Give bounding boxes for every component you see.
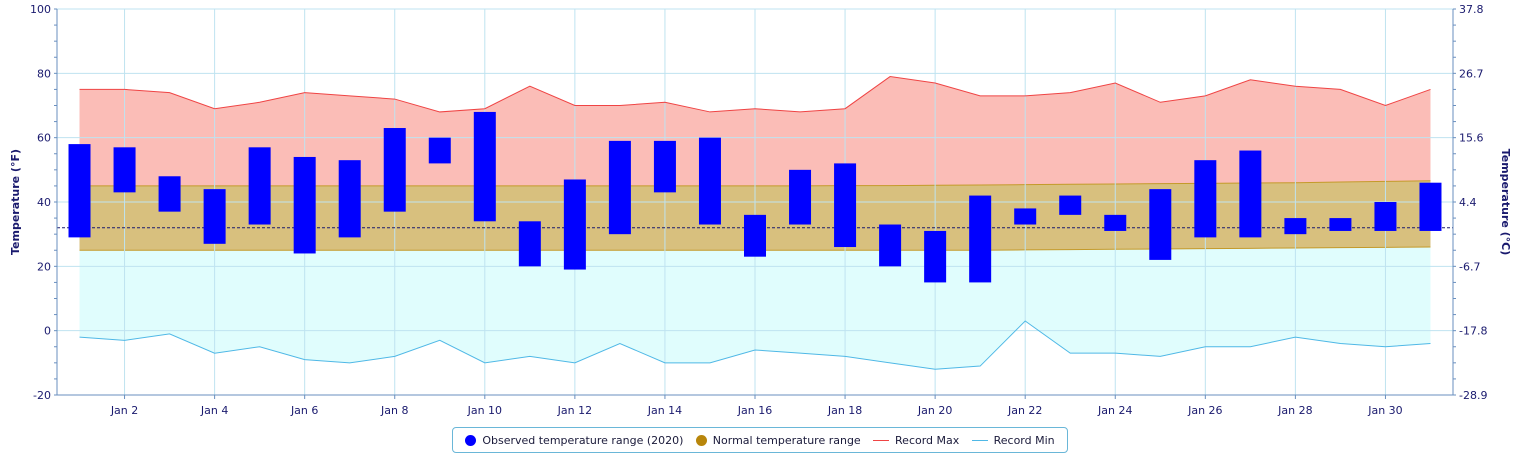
legend-item-record-max[interactable]: Record Max bbox=[873, 434, 959, 447]
observed-range-bar bbox=[248, 147, 271, 225]
observed-range-bar bbox=[1284, 218, 1307, 235]
legend-label-record-max: Record Max bbox=[895, 433, 960, 447]
series bbox=[57, 76, 1453, 370]
record-max-line-icon bbox=[873, 439, 890, 441]
x-tick-label: Jan 16 bbox=[737, 404, 772, 417]
observed-range-bar bbox=[113, 147, 136, 193]
legend-label-normal: Normal temperature range bbox=[712, 433, 861, 447]
observed-range-bar bbox=[608, 140, 631, 235]
y2-tick-label: -28.9 bbox=[1459, 389, 1487, 402]
observed-range-bar bbox=[834, 163, 857, 248]
y-tick-label: 100 bbox=[30, 3, 51, 16]
x-tick-label: Jan 6 bbox=[290, 404, 318, 417]
observed-range-bar bbox=[563, 179, 586, 270]
y-axis-title-right: Temperature (°C) bbox=[1499, 149, 1512, 256]
grid bbox=[57, 8, 1453, 396]
legend-item-normal[interactable]: Normal temperature range bbox=[695, 433, 861, 447]
observed-range-bar bbox=[428, 137, 451, 164]
x-tick-label: Jan 8 bbox=[380, 404, 408, 417]
observed-range-bar bbox=[338, 160, 361, 238]
legend-item-observed[interactable]: Observed temperature range (2020) bbox=[465, 434, 683, 447]
observed-range-bar bbox=[924, 230, 947, 283]
observed-range-bar bbox=[1239, 150, 1262, 238]
x-tick-label: Jan 4 bbox=[200, 404, 228, 417]
record-max-line bbox=[79, 76, 1431, 113]
axes: -20 -28.9 0 -17.8 20 -6.7 40 4.4 60 15.6 80 26.7 100… bbox=[30, 3, 1487, 417]
y2-tick-label: -17.8 bbox=[1459, 325, 1487, 338]
observed-range-bar bbox=[969, 195, 992, 283]
observed-range-bar bbox=[653, 140, 676, 193]
legend-label-record-min: Record Min bbox=[993, 433, 1055, 447]
observed-range-bar bbox=[1329, 218, 1352, 231]
observed-range-bar bbox=[383, 128, 406, 212]
x-tick-label: Jan 20 bbox=[917, 404, 952, 417]
observed-range-bar bbox=[1149, 189, 1172, 260]
y-tick-label: 0 bbox=[44, 325, 51, 338]
x-tick-label: Jan 22 bbox=[1007, 404, 1042, 417]
observed-range-bar bbox=[698, 137, 721, 225]
y-tick-label: 60 bbox=[37, 132, 51, 145]
y2-tick-label: 4.4 bbox=[1459, 196, 1477, 209]
x-tick-label: Jan 2 bbox=[110, 404, 138, 417]
x-tick-label: Jan 14 bbox=[647, 404, 682, 417]
observed-range-bar bbox=[1419, 182, 1442, 231]
observed-range-bar bbox=[1059, 195, 1082, 215]
y-axis-title-left: Temperature (°F) bbox=[9, 149, 22, 255]
x-tick-label: Jan 30 bbox=[1367, 404, 1402, 417]
y2-tick-label: 37.8 bbox=[1459, 3, 1484, 16]
observed-range-bar bbox=[789, 169, 812, 225]
observed-range-bar bbox=[203, 189, 226, 244]
x-tick-label: Jan 12 bbox=[557, 404, 592, 417]
y2-tick-label: 15.6 bbox=[1459, 132, 1484, 145]
legend-item-record-min[interactable]: Record Min bbox=[971, 433, 1055, 447]
legend: Observed temperature range (2020) Normal… bbox=[452, 427, 1068, 453]
y2-tick-label: -6.7 bbox=[1459, 260, 1480, 273]
observed-range-bar bbox=[1104, 214, 1127, 231]
observed-range-bar bbox=[158, 176, 181, 212]
observed-marker-icon bbox=[465, 434, 477, 446]
observed-range-bar bbox=[1194, 160, 1217, 238]
observed-range-bar bbox=[744, 214, 766, 257]
observed-range-bar bbox=[473, 111, 496, 222]
x-tick-label: Jan 24 bbox=[1097, 404, 1132, 417]
observed-range-bar bbox=[293, 156, 316, 254]
record-min-line bbox=[79, 320, 1431, 370]
legend-label-observed: Observed temperature range (2020) bbox=[482, 433, 684, 447]
y-tick-label: 40 bbox=[37, 196, 51, 209]
y-tick-label: 20 bbox=[37, 260, 51, 273]
y-tick-label: -20 bbox=[33, 389, 51, 402]
x-tick-label: Jan 10 bbox=[467, 404, 502, 417]
observed-range-bar bbox=[879, 224, 902, 267]
observed-range-bar bbox=[68, 144, 91, 238]
x-tick-label: Jan 28 bbox=[1277, 404, 1312, 417]
normal-marker-icon bbox=[695, 434, 707, 446]
x-tick-label: Jan 18 bbox=[827, 404, 862, 417]
x-tick-label: Jan 26 bbox=[1187, 404, 1222, 417]
observed-range-bar bbox=[518, 221, 541, 267]
observed-range-bar bbox=[1374, 202, 1397, 231]
y2-tick-label: 26.7 bbox=[1459, 67, 1484, 80]
y-tick-label: 80 bbox=[37, 67, 51, 80]
record-min-line-icon bbox=[971, 439, 988, 441]
observed-range-bar bbox=[1014, 208, 1037, 225]
